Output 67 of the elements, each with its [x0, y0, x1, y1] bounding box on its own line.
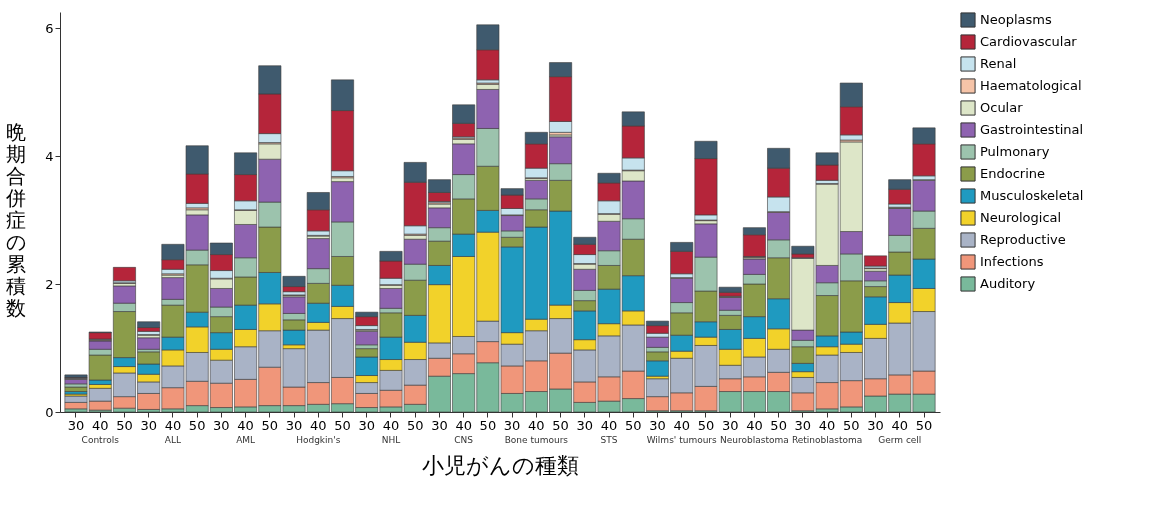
x-tick-label: 40 — [382, 417, 400, 433]
x-tick-label: 30 — [140, 417, 157, 433]
x-tick-label: 50 — [624, 417, 642, 433]
x-axis-title: 小児がんの種類 — [421, 453, 579, 478]
x-tick-label: 40 — [673, 417, 690, 433]
text: Hodgkin's — [296, 435, 341, 445]
legend-label: Reproductive — [980, 232, 1066, 247]
x-tick-label: 30 — [867, 417, 884, 433]
y-tick-label: 2 — [45, 276, 54, 292]
text: AML — [236, 435, 256, 445]
x-tick-label: 40 — [237, 417, 254, 433]
legend-label: Neurological — [980, 210, 1062, 225]
x-tick-label: 40 — [528, 417, 545, 433]
y-tick-label: 6 — [45, 20, 54, 36]
x-tick-label: 50 — [843, 417, 860, 433]
x-tick-label: 40 — [310, 417, 327, 433]
x-tick-label: 30 — [285, 417, 303, 433]
x-tick-label: 50 — [261, 417, 279, 433]
legend-label: Infections — [980, 254, 1044, 269]
x-tick-label: 40 — [91, 417, 109, 433]
x-tick-label: 50 — [406, 417, 424, 433]
x-tick-label: 50 — [915, 417, 933, 433]
x-tick-label: 50 — [479, 417, 497, 433]
x-tick-label: 40 — [891, 417, 909, 433]
x-tick-label: 30 — [503, 417, 521, 433]
text: ALL — [164, 435, 181, 445]
x-tick-label: 30 — [213, 417, 230, 433]
legend-label: Endocrine — [980, 166, 1045, 181]
x-tick-label: 30 — [358, 417, 376, 433]
text: Bone tumours — [504, 435, 569, 445]
x-tick-label: 50 — [552, 417, 569, 433]
x-tick-label: 40 — [818, 417, 836, 433]
legend-label: Ocular — [980, 100, 1024, 115]
x-tick-label: 40 — [455, 417, 472, 433]
y-tick-label: 0 — [45, 404, 54, 420]
x-tick-label: 30 — [721, 417, 739, 433]
text: Controls — [81, 435, 120, 445]
x-tick-label: 30 — [794, 417, 812, 433]
legend-label: Pulmonary — [980, 144, 1050, 159]
legend-label: Musculoskeletal — [980, 188, 1084, 203]
text: Germ cell — [878, 435, 922, 445]
text: Retinoblastoma — [791, 435, 863, 445]
legend-label: Renal — [980, 56, 1017, 71]
x-tick-label: 40 — [600, 417, 618, 433]
legend-label: Auditory — [980, 276, 1036, 291]
text: STS — [600, 435, 618, 445]
text: Wilms' tumours — [646, 435, 718, 445]
x-tick-label: 30 — [576, 417, 594, 433]
text: NHL — [381, 435, 401, 445]
x-tick-label: 30 — [431, 417, 448, 433]
legend-label: Cardiovascular — [980, 34, 1078, 49]
text: CNS — [454, 435, 474, 445]
legend-label: Neoplasms — [980, 12, 1052, 27]
text: 晩期合併症の累積数 — [5, 119, 26, 320]
x-tick-label: 50 — [334, 417, 351, 433]
legend-label: Haematological — [980, 78, 1082, 93]
text: Neuroblastoma — [720, 435, 789, 445]
x-tick-label: 50 — [770, 417, 787, 433]
x-tick-label: 40 — [164, 417, 182, 433]
x-tick-label: 50 — [188, 417, 206, 433]
y-tick-label: 4 — [45, 148, 54, 164]
x-tick-label: 40 — [746, 417, 763, 433]
x-tick-label: 50 — [697, 417, 715, 433]
x-tick-label: 30 — [649, 417, 666, 433]
x-tick-label: 50 — [116, 417, 133, 433]
legend-label: Gastrointestinal — [980, 122, 1084, 137]
x-tick-label: 30 — [67, 417, 85, 433]
